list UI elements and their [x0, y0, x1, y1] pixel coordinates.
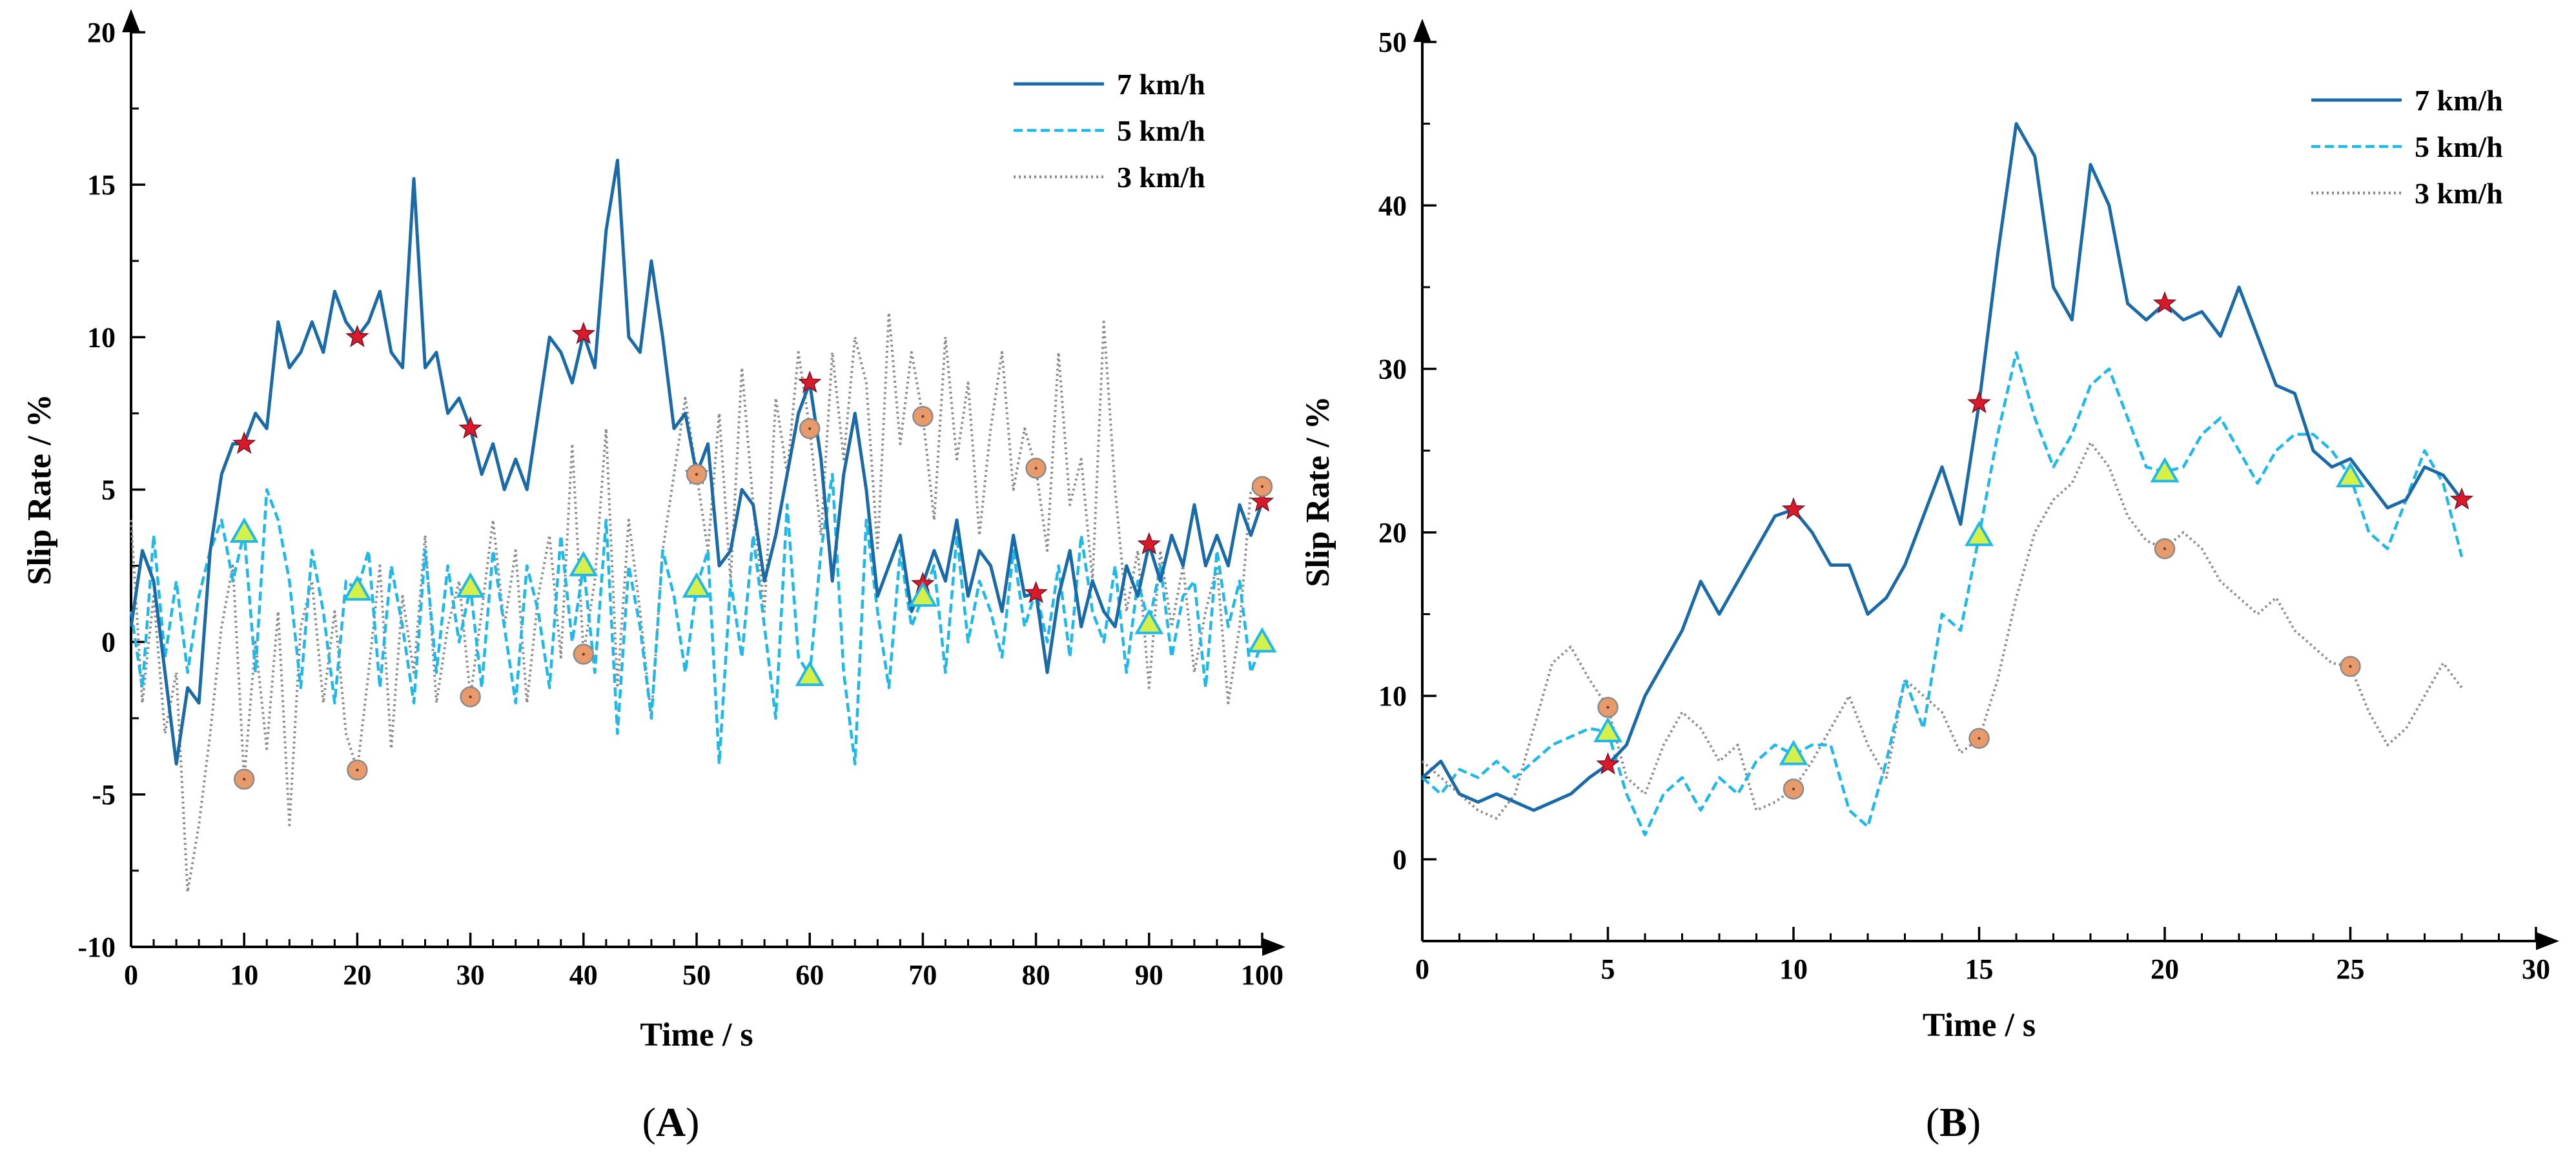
data-point-triangle	[1250, 630, 1274, 651]
x-tick-label: 20	[2151, 953, 2179, 985]
x-tick-label: 5	[1601, 953, 1615, 985]
data-point-star	[1783, 498, 1804, 518]
legend-label-s7: 7 km/h	[2415, 84, 2503, 117]
data-point-triangle	[1781, 742, 1806, 764]
series-line-s5	[131, 474, 1262, 764]
series-line-s3	[1422, 443, 2462, 819]
x-tick-label: 15	[1965, 953, 1994, 985]
y-tick-label: 10	[87, 321, 116, 353]
x-tick-label: 0	[124, 959, 138, 991]
panel-label: (A)	[642, 1099, 700, 1145]
y-tick-label: 5	[101, 474, 116, 506]
chart-panel-b: 0 5 10 15 20 25 30 0 10 20 30 40 50 Time / s Slip Rate…	[1300, 19, 2559, 1145]
x-axis-title: Time / s	[640, 1017, 753, 1053]
x-tick-label: 90	[1135, 959, 1163, 991]
data-point-triangle	[1967, 523, 1992, 545]
axes: 0 10 20 30 40 50 60 70 80 90 100 -10 -5 0 5 10 15 20	[77, 9, 1285, 991]
legend-label-s5: 5 km/h	[2415, 130, 2503, 163]
data-point-triangle	[797, 664, 822, 685]
chart-panel-a: 0 10 20 30 40 50 60 70 80 90 100 -10 -5 0 5 10 15 20 Time …	[21, 9, 1285, 1145]
legend: 7 km/h 5 km/h 3 km/h	[2311, 84, 2503, 210]
data-point-triangle	[684, 575, 709, 596]
legend-label-s3: 3 km/h	[2415, 177, 2503, 210]
markers-s7	[1597, 292, 2472, 773]
markers-s3	[1599, 539, 2360, 798]
y-tick-label: 30	[1378, 354, 1407, 385]
markers-s5	[1596, 460, 2363, 764]
x-tick-label: 100	[1241, 959, 1283, 991]
legend-label-s5: 5 km/h	[1117, 114, 1205, 147]
x-tick-label: 30	[456, 959, 485, 991]
x-tick-label: 25	[2336, 953, 2365, 985]
y-tick-label: 50	[1378, 26, 1407, 58]
y-axis-title: Slip Rate / %	[1300, 396, 1336, 587]
figure-canvas: 0 10 20 30 40 50 60 70 80 90 100-10-505101520Time …	[0, 0, 2576, 1176]
y-tick-label: -5	[92, 779, 116, 811]
x-tick-label: 80	[1022, 959, 1050, 991]
series-line-s3	[131, 313, 1262, 893]
markers-s3	[234, 407, 1272, 789]
x-axis-arrow-icon	[1262, 938, 1285, 956]
y-tick-label: 0	[1393, 844, 1407, 875]
legend: 7 km/h 5 km/h 3 km/h	[1014, 68, 1205, 194]
x-tick-label: 40	[569, 959, 598, 991]
data-point-triangle	[232, 520, 256, 542]
x-tick-label: 0	[1415, 953, 1429, 985]
x-axis-title: Time / s	[1923, 1007, 2036, 1044]
panel-label: (B)	[1926, 1099, 1981, 1145]
x-tick-label: 30	[2522, 953, 2550, 985]
data-point-triangle	[458, 575, 483, 596]
x-tick-label: 10	[230, 959, 258, 991]
data-point-triangle	[910, 584, 935, 605]
data-point-triangle	[345, 578, 369, 599]
y-tick-label: -10	[77, 931, 116, 963]
x-axis-arrow-icon	[2536, 932, 2559, 950]
data-point-triangle	[1137, 611, 1161, 633]
x-tick-label: 50	[682, 959, 711, 991]
x-tick-label: 60	[795, 959, 824, 991]
y-axis-arrow-icon	[122, 9, 140, 32]
x-tick-label: 10	[1779, 953, 1808, 985]
y-axis-title: Slip Rate / %	[21, 394, 58, 585]
data-point-star	[234, 433, 254, 453]
y-tick-label: 20	[87, 17, 116, 48]
y-axis-arrow-icon	[1413, 19, 1431, 42]
figure-root: 0 10 20 30 40 50 60 70 80 90 100 -10 -5 0 5 10 15 20 Time …	[0, 0, 2576, 1176]
y-tick-label: 40	[1378, 190, 1407, 221]
data-point-triangle	[571, 554, 596, 575]
y-tick-label: 0	[101, 627, 116, 658]
y-tick-label: 20	[1378, 517, 1407, 549]
legend-label-s7: 7 km/h	[1117, 68, 1205, 101]
series-line-s7	[1422, 124, 2462, 811]
y-tick-label: 15	[87, 169, 116, 201]
y-tick-label: 10	[1378, 680, 1407, 712]
markers-s7	[234, 323, 1273, 602]
x-tick-label: 70	[908, 959, 937, 991]
legend-label-s3: 3 km/h	[1117, 161, 1205, 194]
x-tick-label: 20	[343, 959, 371, 991]
